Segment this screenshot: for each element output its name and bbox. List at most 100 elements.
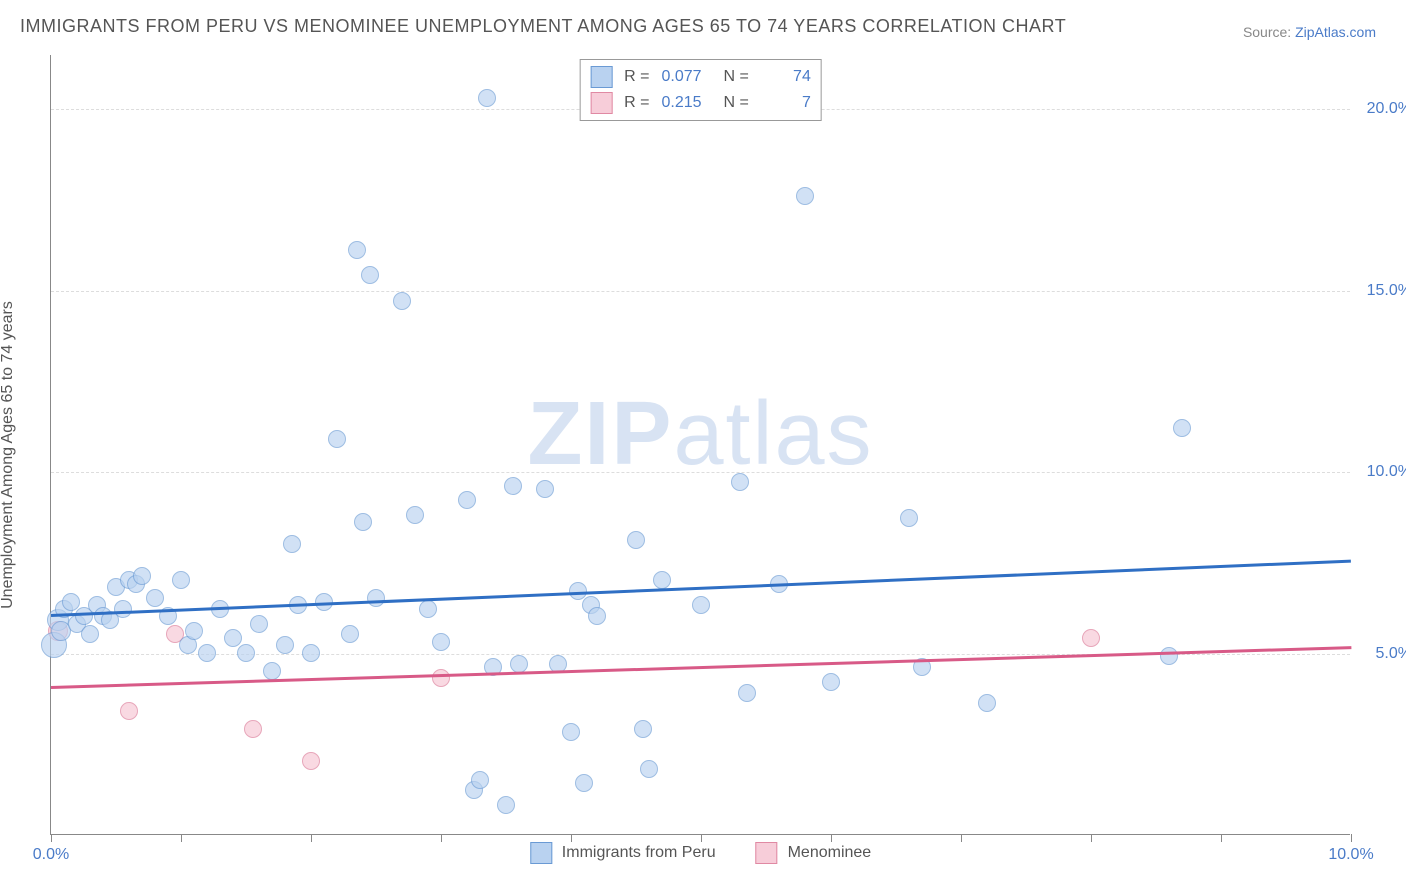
legend-series-label: Menominee bbox=[788, 844, 872, 862]
data-point bbox=[361, 266, 379, 284]
data-point bbox=[497, 796, 515, 814]
data-point bbox=[393, 292, 411, 310]
legend-n-label: N = bbox=[724, 94, 749, 112]
y-tick-label: 10.0% bbox=[1357, 463, 1406, 481]
data-point bbox=[640, 760, 658, 778]
data-point bbox=[419, 600, 437, 618]
scatter-chart: ZIPatlas R =0.077N =74R =0.215N =7 Immig… bbox=[50, 55, 1350, 835]
data-point bbox=[738, 684, 756, 702]
data-point bbox=[302, 752, 320, 770]
data-point bbox=[478, 89, 496, 107]
y-tick-label: 5.0% bbox=[1357, 645, 1406, 663]
source-link[interactable]: ZipAtlas.com bbox=[1295, 24, 1376, 40]
grid-line bbox=[51, 291, 1350, 292]
data-point bbox=[406, 506, 424, 524]
legend-n-label: N = bbox=[724, 68, 749, 86]
data-point bbox=[172, 571, 190, 589]
legend-swatch bbox=[590, 92, 612, 114]
data-point bbox=[458, 491, 476, 509]
source-label: Source: bbox=[1243, 24, 1295, 40]
legend-r-value: 0.077 bbox=[662, 68, 712, 86]
data-point bbox=[133, 567, 151, 585]
data-point bbox=[588, 607, 606, 625]
grid-line bbox=[51, 472, 1350, 473]
source-attribution: Source: ZipAtlas.com bbox=[1243, 24, 1376, 40]
legend-swatch bbox=[756, 842, 778, 864]
legend-series: Immigrants from Peru Menominee bbox=[530, 842, 871, 864]
data-point bbox=[692, 596, 710, 614]
data-point bbox=[224, 629, 242, 647]
x-tick-label: 10.0% bbox=[1328, 846, 1373, 864]
data-point bbox=[367, 589, 385, 607]
data-point bbox=[185, 622, 203, 640]
data-point bbox=[328, 430, 346, 448]
legend-stats-row: R = 0.077 N = 74 bbox=[590, 64, 811, 90]
data-point bbox=[244, 720, 262, 738]
legend-series-item: Menominee bbox=[756, 842, 872, 864]
x-tick bbox=[571, 834, 572, 842]
data-point bbox=[348, 241, 366, 259]
legend-n-value: 7 bbox=[761, 94, 811, 112]
x-tick bbox=[831, 834, 832, 842]
x-tick bbox=[701, 834, 702, 842]
legend-series-label: Immigrants from Peru bbox=[562, 844, 716, 862]
data-point bbox=[1173, 419, 1191, 437]
data-point bbox=[81, 625, 99, 643]
y-tick-label: 15.0% bbox=[1357, 282, 1406, 300]
data-point bbox=[146, 589, 164, 607]
data-point bbox=[114, 600, 132, 618]
legend-n-value: 74 bbox=[761, 68, 811, 86]
data-point bbox=[283, 535, 301, 553]
chart-title: IMMIGRANTS FROM PERU VS MENOMINEE UNEMPL… bbox=[20, 16, 1066, 37]
data-point bbox=[237, 644, 255, 662]
data-point bbox=[900, 509, 918, 527]
x-tick bbox=[181, 834, 182, 842]
data-point bbox=[1082, 629, 1100, 647]
x-tick bbox=[441, 834, 442, 842]
legend-series-item: Immigrants from Peru bbox=[530, 842, 716, 864]
data-point bbox=[536, 480, 554, 498]
data-point bbox=[562, 723, 580, 741]
x-tick bbox=[51, 834, 52, 842]
data-point bbox=[978, 694, 996, 712]
watermark: ZIPatlas bbox=[527, 383, 873, 486]
data-point bbox=[198, 644, 216, 662]
data-point bbox=[634, 720, 652, 738]
x-tick-label: 0.0% bbox=[33, 846, 69, 864]
y-tick-label: 20.0% bbox=[1357, 100, 1406, 118]
data-point bbox=[627, 531, 645, 549]
x-tick bbox=[311, 834, 312, 842]
data-point bbox=[471, 771, 489, 789]
data-point bbox=[1160, 647, 1178, 665]
data-point bbox=[341, 625, 359, 643]
watermark-zip: ZIP bbox=[527, 384, 673, 484]
data-point bbox=[653, 571, 671, 589]
legend-r-label: R = bbox=[624, 94, 649, 112]
legend-stats-row: R = 0.215 N = 7 bbox=[590, 90, 811, 116]
data-point bbox=[510, 655, 528, 673]
data-point bbox=[796, 187, 814, 205]
watermark-atlas: atlas bbox=[673, 384, 873, 484]
data-point bbox=[432, 633, 450, 651]
x-tick bbox=[1351, 834, 1352, 842]
data-point bbox=[62, 593, 80, 611]
data-point bbox=[250, 615, 268, 633]
data-point bbox=[302, 644, 320, 662]
x-tick bbox=[1091, 834, 1092, 842]
x-tick bbox=[1221, 834, 1222, 842]
data-point bbox=[263, 662, 281, 680]
legend-r-value: 0.215 bbox=[662, 94, 712, 112]
data-point bbox=[504, 477, 522, 495]
data-point bbox=[822, 673, 840, 691]
legend-swatch bbox=[590, 66, 612, 88]
data-point bbox=[575, 774, 593, 792]
data-point bbox=[120, 702, 138, 720]
x-tick bbox=[961, 834, 962, 842]
data-point bbox=[432, 669, 450, 687]
legend-r-label: R = bbox=[624, 68, 649, 86]
data-point bbox=[276, 636, 294, 654]
legend-swatch bbox=[530, 842, 552, 864]
legend-stats: R = 0.077 N = 74 R = 0.215 N = 7 bbox=[579, 59, 822, 121]
data-point bbox=[354, 513, 372, 531]
data-point bbox=[731, 473, 749, 491]
